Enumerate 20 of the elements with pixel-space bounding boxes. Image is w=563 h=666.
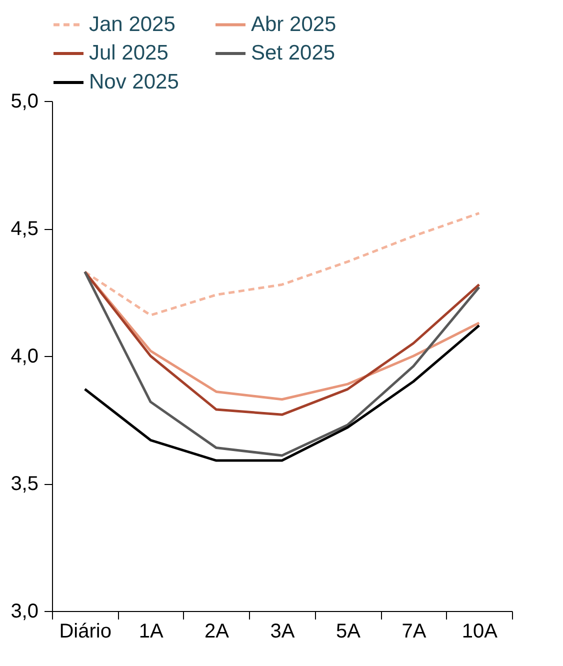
legend-label: Jan 2025	[89, 12, 176, 36]
x-tick-label: 2A	[204, 620, 230, 642]
x-tick-label: 5A	[336, 620, 362, 642]
x-tick-label: 7A	[402, 620, 427, 642]
x-tick-label: Diário	[59, 620, 112, 642]
y-tick-label: 4,5	[10, 218, 38, 240]
line-series	[84, 212, 480, 316]
legend-label: Jul 2025	[89, 42, 168, 64]
y-tick-label: 3,5	[10, 473, 38, 495]
legend-label: Abr 2025	[251, 12, 336, 36]
x-tick-label: 1A	[138, 620, 164, 642]
y-tick-label: 4,0	[10, 346, 38, 368]
line-series	[84, 324, 480, 462]
x-tick-label: 3A	[270, 620, 296, 642]
legend-label: Set 2025	[251, 42, 336, 64]
line-series	[84, 270, 480, 457]
y-tick-label: 5,0	[10, 90, 38, 112]
y-tick-label: 3,0	[10, 600, 38, 622]
x-tick-label: 10A	[462, 620, 498, 642]
legend-label: Nov 2025	[89, 70, 179, 94]
